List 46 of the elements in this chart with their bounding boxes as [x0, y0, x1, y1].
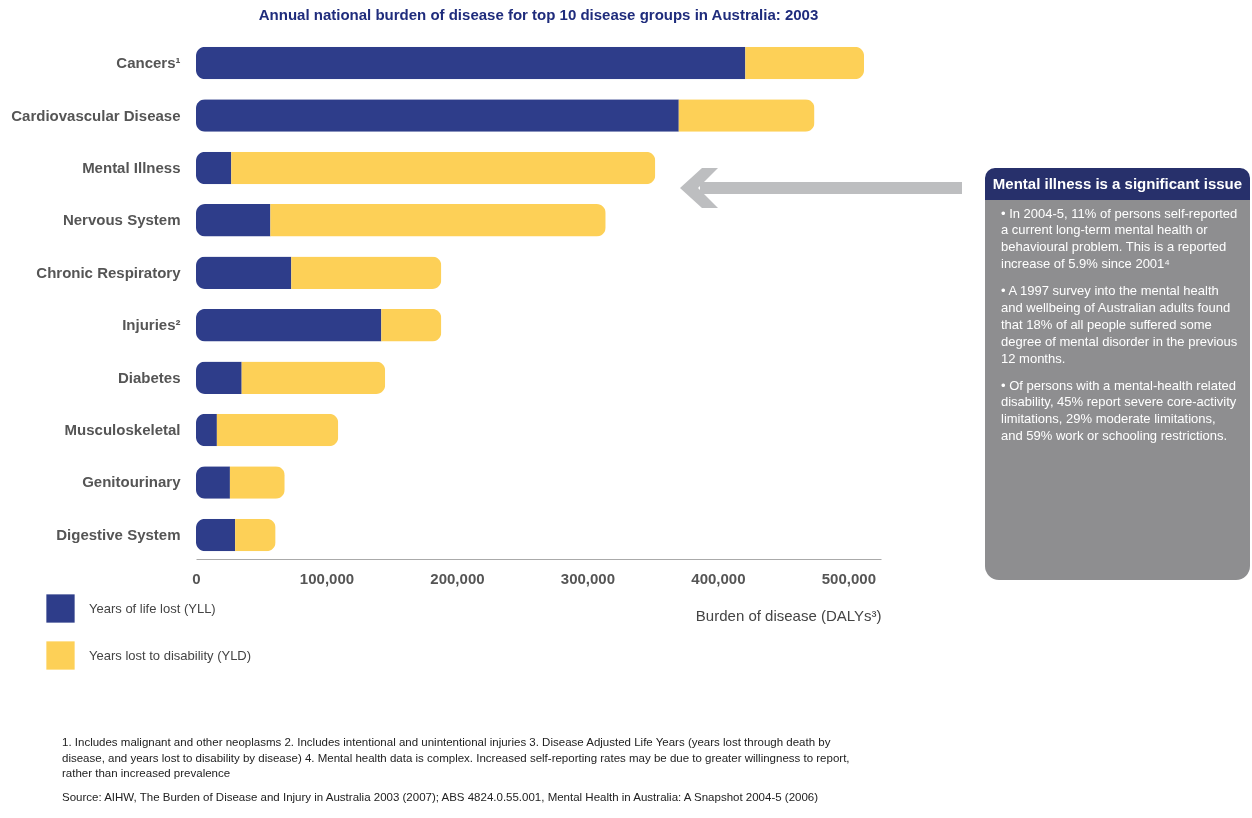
text: • A 1997 survey into the mental health and wellbeing of Australian adults found that 18% of all people suffered some degree of mental disorder in the previous 12 months.	[1000, 282, 1239, 368]
bar	[291, 256, 442, 290]
bar	[196, 466, 230, 499]
bar	[235, 518, 276, 552]
bar	[196, 308, 382, 342]
x-tick-label: 500,000	[821, 569, 876, 587]
bar	[196, 151, 232, 185]
text: • In 2004-5, 11% of persons self-reported a current long-term mental health or behavioural problem. This is a reported increase of 5.9% since 2001⁴	[1000, 204, 1239, 274]
bar	[196, 361, 242, 394]
bar	[216, 413, 339, 447]
bar	[381, 308, 442, 342]
y-tick-label: Cancers¹	[116, 54, 181, 72]
bar	[229, 466, 285, 499]
bar	[196, 46, 746, 80]
y-tick-label: Cardiovascular Disease	[11, 106, 181, 124]
text: 1. Includes malignant and other neoplasms 2. Includes intentional and unintentional injuries 3. Disease Adjusted Life Years (years lost through death by disease, and years lost to disability by disease) 4. Mental health data is complex. Increased self-reporting rates may be due to greater willingness to report, rather than increased prevalence	[62, 735, 851, 782]
y-tick-label: Chronic Respiratory	[36, 263, 182, 281]
x-tick-label: 200,000	[430, 569, 485, 587]
y-tick-label: Diabetes	[117, 368, 181, 386]
bar	[196, 204, 271, 237]
bar	[745, 46, 865, 80]
x-tick-label: 0	[192, 569, 201, 587]
source-note: Source: AIHW, The Burden of Disease and Injury in Australia 2003 (2007); ABS 4824.0.55.001, Mental Health in Australia: A Snapshot 2004-5 (2006)	[62, 789, 820, 805]
x-tick-label: 400,000	[691, 569, 746, 587]
bar	[678, 99, 815, 132]
bar	[196, 256, 292, 290]
y-tick-label: Mental Illness	[82, 158, 181, 176]
bar	[196, 413, 217, 447]
bar	[270, 204, 606, 237]
x-tick-label: 300,000	[560, 569, 616, 587]
y-tick-label: Genitourinary	[82, 473, 182, 491]
text: Mental illness is a significant issue	[985, 168, 1250, 200]
x-axis-title: Burden of disease (DALYs³)	[695, 606, 882, 624]
x-tick-label: 100,000	[299, 569, 355, 587]
y-tick-label: Digestive System	[56, 525, 181, 543]
bar	[241, 361, 386, 394]
chart-title: Annual national burden of disease for top 10 disease groups in Australia: 2003	[258, 6, 819, 23]
text: • Of persons with a mental-health related disability, 45% report severe core-activity limitations, 29% moderate limitations, and 59% work or schooling restrictions.	[1000, 376, 1238, 446]
legend-label: Years lost to disability (YLD)	[89, 647, 252, 663]
y-tick-label: Injuries²	[122, 316, 181, 334]
bar	[196, 518, 236, 552]
y-tick-label: Musculoskeletal	[64, 421, 181, 439]
bar	[231, 151, 656, 185]
legend-label: Years of life lost (YLL)	[89, 600, 216, 616]
y-tick-label: Nervous System	[62, 211, 181, 229]
bar	[196, 99, 679, 132]
